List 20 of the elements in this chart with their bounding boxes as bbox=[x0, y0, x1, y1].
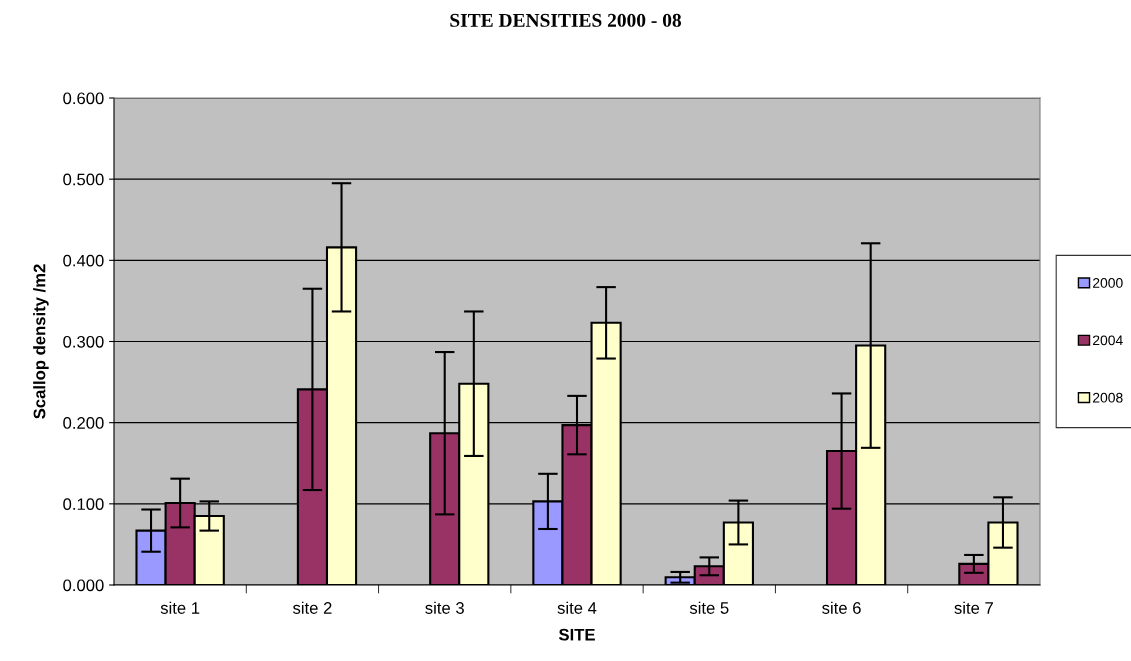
y-tick-label: 0.100 bbox=[63, 498, 104, 511]
legend-label: 2004 bbox=[1093, 335, 1123, 346]
y-tick-label: 0.200 bbox=[63, 417, 104, 429]
y-tick-label: 0.600 bbox=[63, 92, 104, 105]
x-tick-label: site 2 bbox=[292, 601, 332, 614]
x-tick-label: site 3 bbox=[425, 601, 464, 614]
y-tick-label: 0.500 bbox=[63, 173, 104, 186]
legend-label: 2008 bbox=[1093, 392, 1123, 403]
chart-title: SITE DENSITIES 2000 - 08 bbox=[450, 13, 682, 27]
x-tick-label: site 7 bbox=[954, 601, 993, 614]
x-tick-label: site 1 bbox=[160, 601, 200, 614]
x-tick-label: site 5 bbox=[689, 601, 729, 614]
y-tick-label: 0.400 bbox=[63, 254, 104, 267]
y-tick-label: 0.300 bbox=[63, 335, 104, 348]
x-tick-label: site 6 bbox=[822, 601, 861, 614]
y-axis-title: Scallop density /m2 bbox=[33, 264, 49, 419]
y-tick-label: 0.000 bbox=[63, 579, 104, 592]
x-axis-title: SITE bbox=[558, 628, 595, 641]
legend-label: 2000 bbox=[1093, 278, 1123, 288]
x-tick-label: site 4 bbox=[557, 601, 597, 614]
